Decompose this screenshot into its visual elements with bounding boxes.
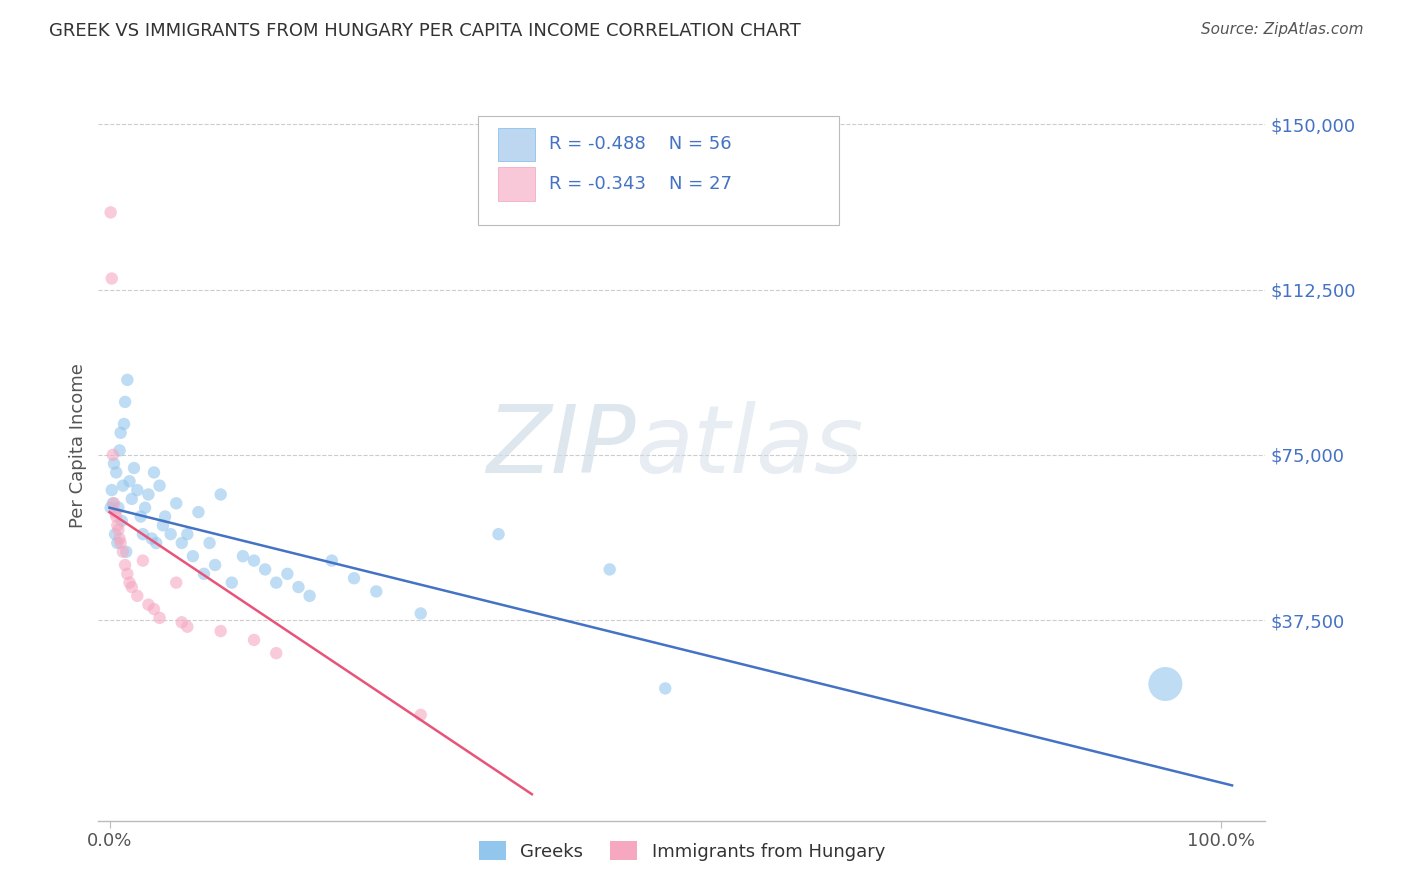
Point (181, 549, 204, 564)
Point (103, 457, 125, 471)
Text: Source: ZipAtlas.com: Source: ZipAtlas.com (1201, 22, 1364, 37)
Point (103, 496, 125, 510)
Y-axis label: Per Capita Income: Per Capita Income (69, 364, 87, 528)
Point (104, 527, 127, 541)
Point (107, 500, 129, 515)
Point (654, 681, 676, 696)
Point (110, 536, 132, 550)
Point (114, 558, 136, 572)
Point (159, 527, 181, 541)
Point (105, 536, 128, 550)
Bar (498, 128, 534, 161)
Point (100, 483, 122, 497)
Point (141, 532, 163, 546)
Point (243, 553, 266, 567)
Point (101, 496, 124, 510)
Point (117, 373, 139, 387)
Point (599, 562, 621, 576)
FancyBboxPatch shape (478, 116, 839, 225)
Point (148, 478, 170, 492)
Point (287, 580, 309, 594)
Point (107, 523, 129, 537)
Point (108, 443, 131, 458)
Point (111, 545, 134, 559)
Point (198, 536, 221, 550)
Point (143, 466, 166, 480)
Point (366, 584, 388, 599)
Point (122, 461, 145, 475)
Point (165, 496, 187, 510)
Point (232, 549, 254, 564)
Point (104, 505, 127, 519)
Point (1154, 677, 1177, 691)
Point (105, 518, 128, 533)
Point (409, 607, 432, 621)
Point (170, 615, 193, 630)
Point (118, 475, 141, 489)
Point (121, 580, 143, 594)
Text: GREEK VS IMMIGRANTS FROM HUNGARY PER CAPITA INCOME CORRELATION CHART: GREEK VS IMMIGRANTS FROM HUNGARY PER CAP… (49, 22, 801, 40)
Point (127, 483, 149, 497)
Point (111, 514, 134, 528)
Point (176, 527, 198, 541)
Bar (498, 168, 534, 201)
Point (127, 589, 149, 603)
Point (243, 632, 266, 647)
Point (115, 545, 138, 559)
Point (221, 575, 243, 590)
Point (152, 518, 174, 533)
Point (276, 566, 298, 581)
Point (153, 509, 176, 524)
Point (343, 571, 366, 585)
Point (193, 566, 215, 581)
Point (165, 575, 187, 590)
Point (100, 500, 122, 515)
Point (134, 500, 156, 515)
Point (176, 620, 198, 634)
Point (409, 707, 432, 722)
Point (298, 589, 321, 603)
Text: R = -0.488    N = 56: R = -0.488 N = 56 (548, 135, 731, 153)
Point (488, 527, 510, 541)
Point (138, 598, 160, 612)
Point (101, 448, 124, 462)
Point (204, 558, 226, 572)
Point (108, 532, 131, 546)
Point (143, 602, 166, 616)
Point (129, 509, 152, 524)
Point (321, 553, 343, 567)
Legend: Greeks, Immigrants from Hungary: Greeks, Immigrants from Hungary (471, 834, 893, 868)
Point (105, 466, 128, 480)
Point (148, 611, 170, 625)
Point (121, 491, 143, 506)
Text: atlas: atlas (636, 401, 863, 491)
Point (100, 271, 122, 285)
Point (254, 562, 277, 576)
Point (100, 205, 122, 219)
Point (118, 575, 141, 590)
Point (264, 646, 287, 660)
Point (132, 527, 155, 541)
Point (114, 395, 136, 409)
Point (132, 553, 155, 567)
Point (105, 509, 128, 524)
Point (138, 487, 160, 501)
Point (209, 487, 232, 501)
Point (111, 478, 134, 492)
Point (170, 536, 193, 550)
Point (110, 425, 132, 440)
Point (112, 417, 135, 431)
Text: ZIP: ZIP (485, 401, 636, 491)
Point (209, 624, 232, 639)
Point (145, 536, 167, 550)
Text: R = -0.343    N = 27: R = -0.343 N = 27 (548, 175, 733, 193)
Point (117, 566, 139, 581)
Point (187, 505, 209, 519)
Point (264, 575, 287, 590)
